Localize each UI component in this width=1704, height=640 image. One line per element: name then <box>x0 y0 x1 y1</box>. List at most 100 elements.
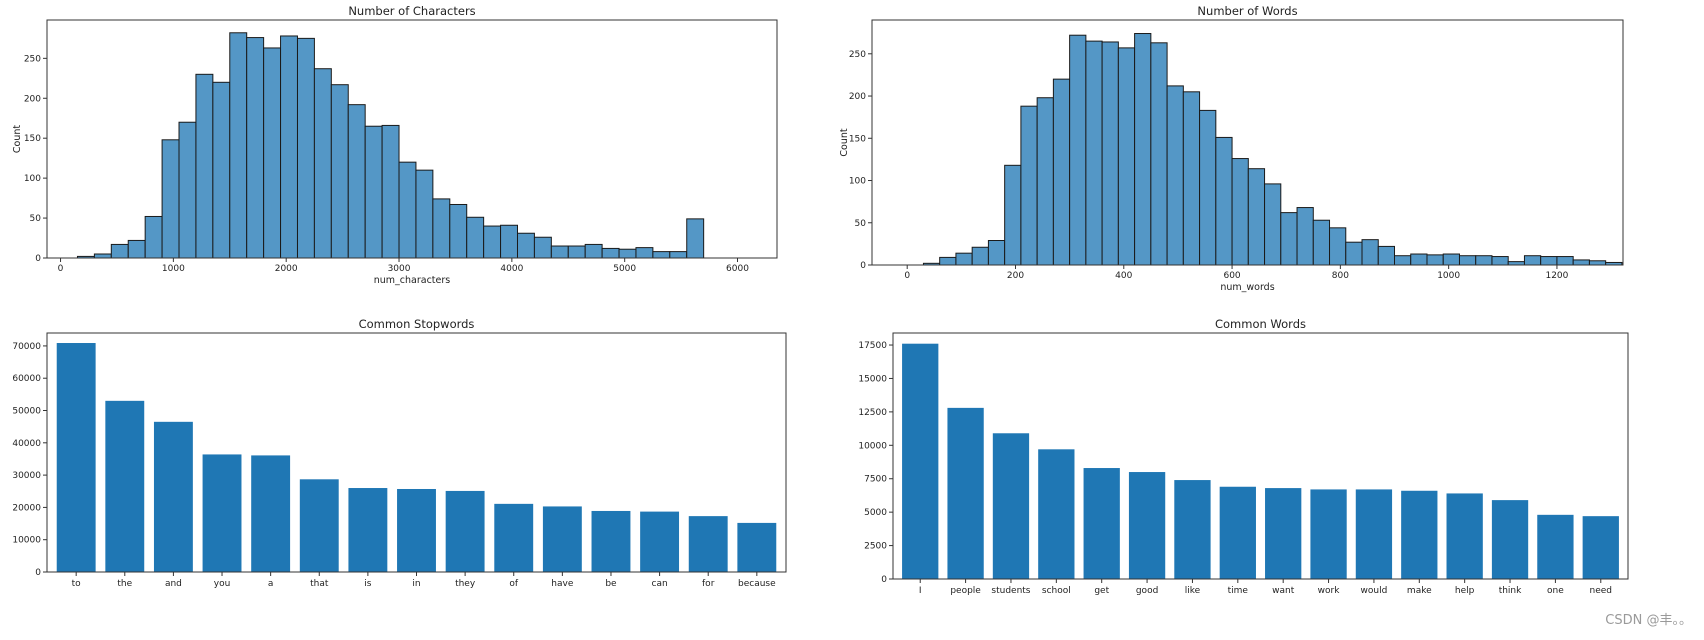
x-category-label: good <box>1136 586 1158 596</box>
histogram-bar <box>195 73 214 259</box>
histogram-bar <box>398 161 417 259</box>
histogram-bar <box>1523 255 1542 266</box>
chart-title: Number of Words <box>1197 4 1297 18</box>
histogram-bar <box>652 251 671 259</box>
x-tick-label: 1000 <box>1437 271 1460 281</box>
bar <box>56 343 96 572</box>
bar <box>397 488 436 572</box>
x-tick-label: 0 <box>904 271 910 281</box>
bar <box>947 407 984 579</box>
bar <box>1355 489 1393 579</box>
y-tick-label: 7500 <box>864 475 887 485</box>
y-tick-label: 70000 <box>12 342 41 352</box>
histogram-bar <box>1020 105 1038 266</box>
y-tick-label: 10000 <box>858 441 887 451</box>
histogram-bar <box>1101 41 1119 266</box>
x-category-label: because <box>738 579 776 589</box>
y-tick-label: 10000 <box>12 536 41 546</box>
histogram-bar <box>516 232 535 259</box>
x-axis-label: num_characters <box>374 275 451 286</box>
histogram-bar <box>1231 158 1249 266</box>
y-tick-label: 17500 <box>858 341 887 351</box>
histogram-bar <box>93 253 112 259</box>
bar <box>1174 480 1211 579</box>
histogram-bar <box>1296 207 1314 266</box>
x-category-label: can <box>652 579 668 589</box>
histogram-bar <box>1052 78 1071 266</box>
histogram-bar <box>618 248 637 259</box>
bar <box>1401 490 1438 579</box>
x-tick-label: 0 <box>58 264 64 274</box>
x-category-label: be <box>605 579 617 589</box>
csdn-watermark: CSDN @丰。。 <box>1605 613 1692 628</box>
histogram-bar <box>1329 227 1347 266</box>
histogram-bar <box>449 203 468 259</box>
bar <box>542 506 582 572</box>
x-category-label: in <box>412 579 420 589</box>
histogram-bar <box>1036 97 1054 266</box>
bar <box>153 421 193 572</box>
histogram-bar <box>1361 239 1379 266</box>
y-tick-label: 50 <box>855 219 867 229</box>
x-tick-label: 5000 <box>613 264 636 274</box>
histogram-bar <box>330 84 349 259</box>
axes-frame <box>46 332 787 573</box>
x-tick-label: 800 <box>1332 271 1349 281</box>
x-category-label: work <box>1318 586 1341 596</box>
histogram-bar <box>1588 260 1607 266</box>
x-category-label: help <box>1455 586 1475 596</box>
y-tick-label: 12500 <box>858 408 887 418</box>
histogram-bar <box>296 37 315 259</box>
histogram-bar <box>955 252 973 266</box>
y-tick-label: 60000 <box>12 374 41 384</box>
histogram-bar <box>1458 255 1477 266</box>
x-category-label: for <box>702 579 715 589</box>
bar <box>251 455 291 572</box>
axes-frame <box>892 332 1629 580</box>
histogram-bar <box>1377 245 1396 266</box>
x-category-label: time <box>1228 586 1249 596</box>
bar <box>202 454 242 572</box>
bar <box>688 516 728 572</box>
y-tick-label: 0 <box>881 575 887 585</box>
x-category-label: school <box>1042 586 1071 596</box>
histogram-bar <box>246 37 265 259</box>
x-category-label: would <box>1361 586 1388 596</box>
bar <box>1128 472 1166 579</box>
histogram-bar <box>432 198 451 259</box>
bar <box>1038 449 1075 579</box>
histogram-bar <box>178 121 197 259</box>
y-tick-label: 40000 <box>12 439 41 449</box>
x-category-label: one <box>1547 586 1564 596</box>
histogram-bar <box>669 251 688 259</box>
histogram-bar <box>1085 40 1103 266</box>
x-tick-label: 2000 <box>275 264 298 274</box>
y-axis-label: Count <box>839 128 850 156</box>
histogram-bar <box>1117 47 1136 266</box>
bar <box>1582 516 1619 579</box>
histogram-bar <box>1572 259 1590 266</box>
histogram-bar <box>1182 91 1201 266</box>
histogram-bar <box>1247 168 1266 266</box>
histogram-bar <box>601 247 620 259</box>
bar <box>640 511 680 572</box>
x-category-label: a <box>268 579 274 589</box>
histogram-bar <box>466 216 485 259</box>
histogram-bar <box>1312 219 1331 266</box>
histogram-bar <box>212 81 231 259</box>
histogram-bar <box>144 215 163 259</box>
bar <box>1083 468 1120 579</box>
y-tick-label: 50 <box>30 214 42 224</box>
bar <box>494 503 534 572</box>
axes-frame <box>46 19 778 259</box>
chart-title: Common Words <box>1215 317 1306 331</box>
y-tick-label: 20000 <box>12 503 41 513</box>
x-category-label: I <box>919 586 922 596</box>
histogram-bar <box>939 256 957 266</box>
histogram-bar <box>1426 254 1444 266</box>
histogram-bar <box>500 224 518 259</box>
x-category-label: that <box>310 579 329 589</box>
histogram-bar <box>1069 34 1087 266</box>
